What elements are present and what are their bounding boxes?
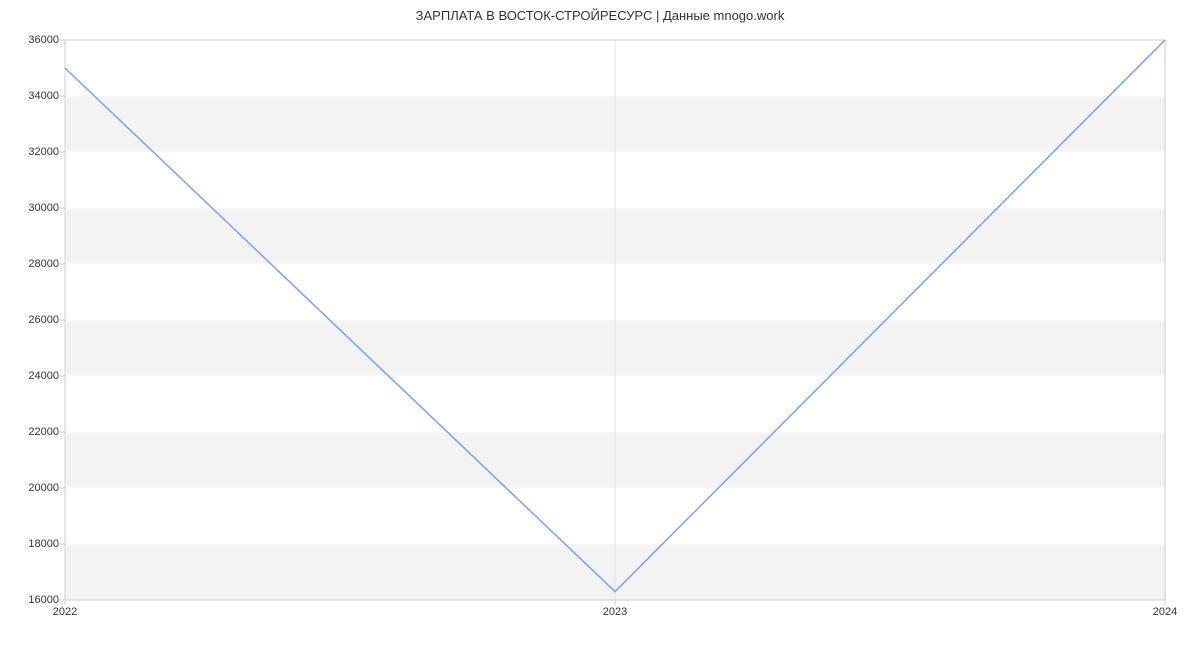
plot-area: 1600018000200002200024000260002800030000… xyxy=(65,40,1165,600)
chart-container: ЗАРПЛАТА В ВОСТОК-СТРОЙРЕСУРС | Данные m… xyxy=(0,0,1200,650)
y-tick-label: 24000 xyxy=(28,370,59,382)
y-tick-label: 36000 xyxy=(28,34,59,46)
y-tick-label: 16000 xyxy=(28,594,59,606)
y-tick-label: 18000 xyxy=(28,538,59,550)
y-tick-label: 28000 xyxy=(28,258,59,270)
y-tick-label: 32000 xyxy=(28,146,59,158)
x-tick-label: 2023 xyxy=(603,606,627,618)
y-tick-label: 30000 xyxy=(28,202,59,214)
chart-title: ЗАРПЛАТА В ВОСТОК-СТРОЙРЕСУРС | Данные m… xyxy=(0,8,1200,23)
x-tick-label: 2024 xyxy=(1153,606,1177,618)
y-tick-label: 22000 xyxy=(28,426,59,438)
y-tick-label: 26000 xyxy=(28,314,59,326)
x-tick-label: 2022 xyxy=(53,606,77,618)
y-tick-label: 20000 xyxy=(28,482,59,494)
y-tick-label: 34000 xyxy=(28,90,59,102)
